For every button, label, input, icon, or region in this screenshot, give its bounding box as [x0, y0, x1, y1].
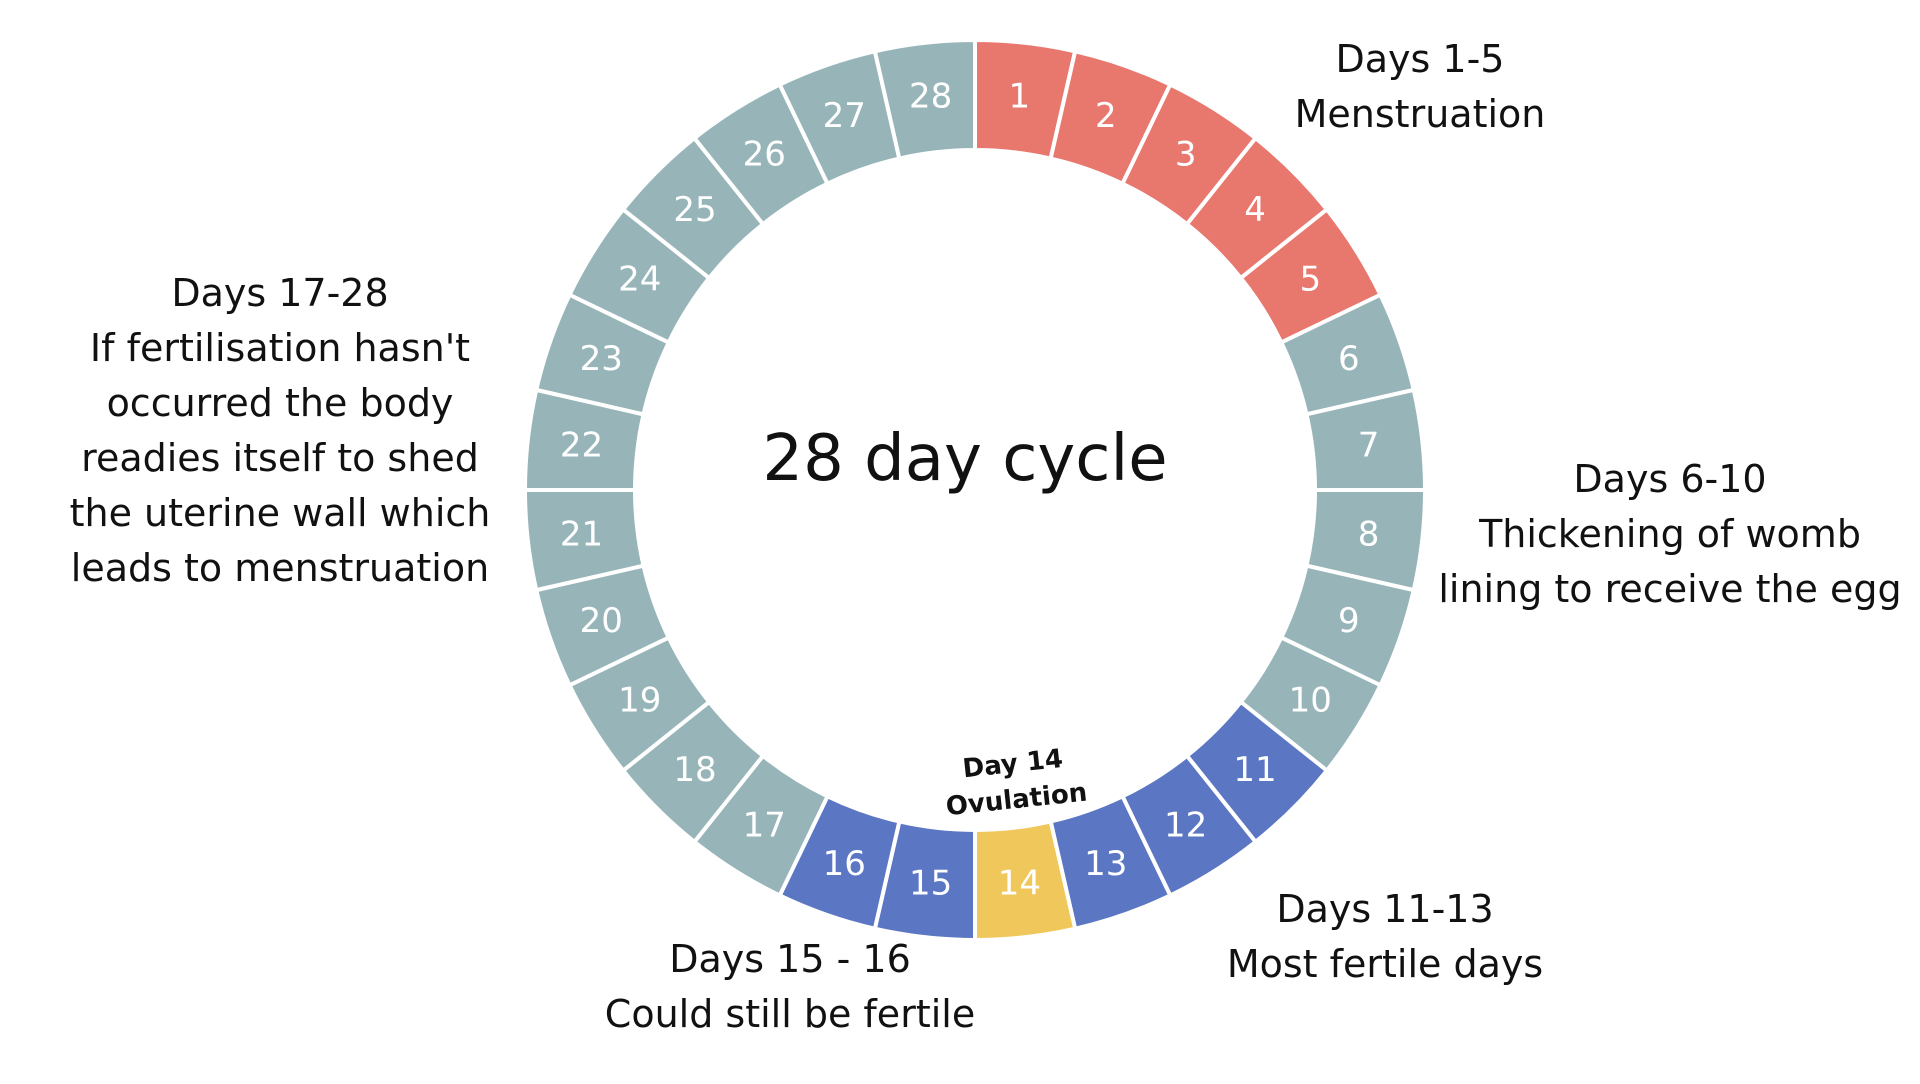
annotation-text: occurred the body: [106, 381, 454, 425]
day-label-17: 17: [743, 805, 786, 845]
annotation-heading: Days 6-10: [1573, 457, 1767, 501]
day-label-3: 3: [1175, 135, 1197, 175]
day-segments: 1 234567891011121314151617181920212223242…: [522, 37, 1428, 943]
annotation-text: Could still be fertile: [604, 992, 976, 1036]
day-label-6: 6: [1338, 339, 1360, 379]
center-title: 28 day cycle: [762, 422, 1167, 496]
annotation-heading: Days 11-13: [1276, 887, 1494, 931]
day-label-7: 7: [1358, 426, 1380, 466]
day-label-11: 11: [1233, 750, 1276, 790]
annotation-text: If fertilisation hasn't: [89, 326, 471, 370]
annotation-heading: Days 1-5: [1335, 37, 1505, 81]
annotation-heading: Days 15 - 16: [669, 937, 911, 981]
day-label-9: 9: [1338, 601, 1360, 641]
day-label-22: 22: [560, 426, 603, 466]
day-segment-28: [872, 37, 977, 161]
day-label-14: 14: [998, 864, 1041, 904]
day-label-25: 25: [673, 190, 716, 230]
day-label-10: 10: [1289, 681, 1332, 721]
ovulation-label: Day 14 Ovulation: [945, 744, 1089, 822]
day-label-26: 26: [743, 135, 786, 175]
annotation-text: Thickening of womb: [1479, 512, 1861, 556]
day-label-1: 1: [1009, 76, 1031, 116]
day-label-15: 15: [909, 864, 952, 904]
day-label-27: 27: [823, 96, 866, 136]
annotation-heading: Days 17-28: [171, 271, 389, 315]
day-label-16: 16: [823, 844, 866, 884]
day-label-2: 2: [1095, 96, 1117, 136]
day-label-28: 28: [909, 76, 952, 116]
menstruation-annotation: Days 1-5 Menstruation: [1250, 32, 1590, 142]
annotation-text: Most fertile days: [1226, 942, 1544, 986]
annotation-text: Menstruation: [1294, 92, 1546, 136]
day-label-13: 13: [1084, 844, 1127, 884]
day-label-8: 8: [1358, 514, 1380, 554]
day-label-12: 12: [1164, 805, 1207, 845]
thickening-annotation: Days 6-10 Thickening of womb lining to r…: [1420, 452, 1920, 617]
annotation-text: lining to receive the egg: [1438, 567, 1902, 611]
day-label-5: 5: [1299, 259, 1321, 299]
ovulation-label-day: Day 14: [961, 744, 1064, 784]
day-label-23: 23: [580, 339, 623, 379]
annotation-text: leads to menstruation: [70, 546, 490, 590]
day-label-24: 24: [618, 259, 661, 299]
annotation-text: the uterine wall which: [69, 491, 491, 535]
day-label-19: 19: [618, 681, 661, 721]
day-label-20: 20: [580, 601, 623, 641]
day-label-21: 21: [560, 514, 603, 554]
luteal-annotation: Days 17-28 If fertilisation hasn't occur…: [40, 266, 520, 596]
fertile-annotation: Days 11-13 Most fertile days: [1195, 882, 1575, 992]
annotation-text: readies itself to shed: [81, 436, 479, 480]
day-label-18: 18: [673, 750, 716, 790]
day-label-4: 4: [1244, 190, 1266, 230]
still-fertile-annotation: Days 15 - 16 Could still be fertile: [580, 932, 1000, 1042]
